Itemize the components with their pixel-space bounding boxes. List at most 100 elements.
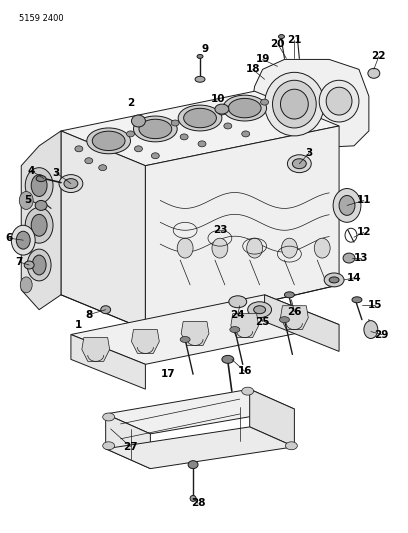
Polygon shape xyxy=(106,414,151,469)
Polygon shape xyxy=(71,295,339,365)
Ellipse shape xyxy=(339,196,355,215)
Polygon shape xyxy=(71,335,145,389)
Text: 1: 1 xyxy=(75,320,82,329)
Text: 3: 3 xyxy=(306,148,313,158)
Text: 15: 15 xyxy=(368,300,382,310)
Ellipse shape xyxy=(218,109,226,115)
Ellipse shape xyxy=(319,80,359,122)
Text: 27: 27 xyxy=(123,442,138,452)
Ellipse shape xyxy=(190,496,196,502)
Polygon shape xyxy=(264,295,339,351)
Ellipse shape xyxy=(19,236,33,254)
Text: 19: 19 xyxy=(255,54,270,64)
Ellipse shape xyxy=(284,292,295,298)
Ellipse shape xyxy=(103,413,115,421)
Ellipse shape xyxy=(224,123,232,129)
Polygon shape xyxy=(280,306,308,329)
Text: 14: 14 xyxy=(347,273,361,283)
Ellipse shape xyxy=(31,175,47,197)
Ellipse shape xyxy=(242,387,254,395)
Text: 18: 18 xyxy=(246,64,260,74)
Ellipse shape xyxy=(368,68,380,78)
Ellipse shape xyxy=(229,296,247,308)
Ellipse shape xyxy=(280,89,308,119)
Text: 8: 8 xyxy=(85,310,93,320)
Polygon shape xyxy=(106,389,295,434)
Polygon shape xyxy=(21,131,61,310)
Ellipse shape xyxy=(228,99,261,118)
Text: 20: 20 xyxy=(270,38,285,49)
Ellipse shape xyxy=(75,146,83,152)
Polygon shape xyxy=(61,91,339,166)
Text: 5: 5 xyxy=(24,196,32,205)
Ellipse shape xyxy=(324,273,344,287)
Ellipse shape xyxy=(27,249,51,281)
Ellipse shape xyxy=(178,105,222,131)
Ellipse shape xyxy=(36,175,46,182)
Ellipse shape xyxy=(215,104,229,114)
Ellipse shape xyxy=(19,191,33,209)
Text: 10: 10 xyxy=(211,94,225,104)
Ellipse shape xyxy=(184,108,216,128)
Polygon shape xyxy=(181,321,209,345)
Ellipse shape xyxy=(223,95,266,121)
Ellipse shape xyxy=(273,80,316,128)
Ellipse shape xyxy=(20,277,32,293)
Ellipse shape xyxy=(293,159,306,168)
Ellipse shape xyxy=(212,238,228,258)
Ellipse shape xyxy=(261,99,268,105)
Ellipse shape xyxy=(85,158,93,164)
Text: 22: 22 xyxy=(372,52,386,61)
Ellipse shape xyxy=(99,165,106,171)
Ellipse shape xyxy=(31,214,47,236)
Ellipse shape xyxy=(286,442,297,450)
Ellipse shape xyxy=(188,461,198,469)
Ellipse shape xyxy=(282,238,297,258)
Ellipse shape xyxy=(352,297,362,303)
Text: 23: 23 xyxy=(213,225,227,235)
Ellipse shape xyxy=(197,54,203,59)
Text: 13: 13 xyxy=(354,253,368,263)
Polygon shape xyxy=(61,131,145,329)
Ellipse shape xyxy=(103,442,115,450)
Ellipse shape xyxy=(242,131,250,137)
Text: 7: 7 xyxy=(16,257,23,267)
Ellipse shape xyxy=(195,76,205,82)
Ellipse shape xyxy=(329,277,339,283)
Text: 6: 6 xyxy=(6,233,13,243)
Polygon shape xyxy=(131,329,159,353)
Ellipse shape xyxy=(25,207,53,243)
Text: 25: 25 xyxy=(255,317,270,327)
Ellipse shape xyxy=(133,116,177,142)
Text: 17: 17 xyxy=(161,369,175,379)
Ellipse shape xyxy=(139,119,172,139)
Ellipse shape xyxy=(35,200,47,211)
Ellipse shape xyxy=(171,120,179,126)
Ellipse shape xyxy=(287,155,311,173)
Ellipse shape xyxy=(59,175,83,192)
Text: 11: 11 xyxy=(357,196,371,205)
Ellipse shape xyxy=(64,179,78,189)
Ellipse shape xyxy=(25,168,53,204)
Polygon shape xyxy=(231,314,259,337)
Ellipse shape xyxy=(11,225,35,255)
Ellipse shape xyxy=(180,134,188,140)
Ellipse shape xyxy=(135,146,142,152)
Ellipse shape xyxy=(254,306,266,314)
Text: 29: 29 xyxy=(375,329,389,340)
Ellipse shape xyxy=(248,302,272,318)
Ellipse shape xyxy=(87,128,131,154)
Text: 4: 4 xyxy=(27,166,35,176)
Ellipse shape xyxy=(198,141,206,147)
Text: 24: 24 xyxy=(231,310,245,320)
Polygon shape xyxy=(145,126,339,329)
Text: 26: 26 xyxy=(287,306,302,317)
Ellipse shape xyxy=(314,238,330,258)
Ellipse shape xyxy=(180,336,190,343)
Ellipse shape xyxy=(364,321,378,338)
Ellipse shape xyxy=(16,231,30,249)
Polygon shape xyxy=(250,59,369,149)
Ellipse shape xyxy=(222,356,234,364)
Text: 9: 9 xyxy=(202,44,208,54)
Text: 3: 3 xyxy=(52,168,60,177)
